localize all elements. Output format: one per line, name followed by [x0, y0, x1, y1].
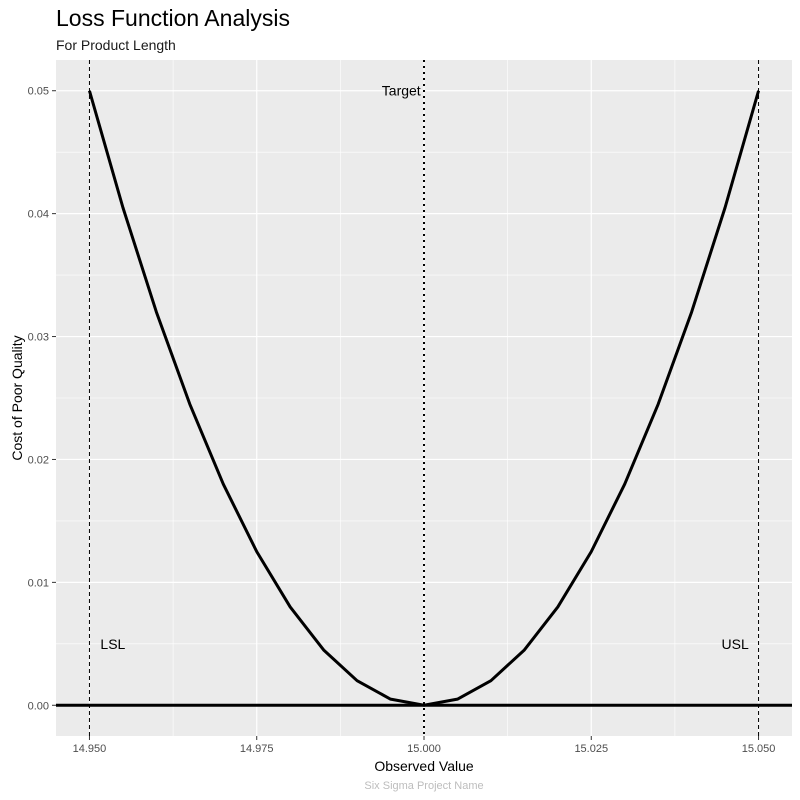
loss-curve	[88, 90, 760, 707]
y-tick-label: 0.03	[28, 332, 49, 344]
y-tick-label: 0.00	[28, 700, 49, 712]
x-tick-label: 15.000	[407, 743, 441, 755]
chart-subtitle: For Product Length	[56, 37, 176, 53]
caption: Six Sigma Project Name	[364, 780, 484, 792]
y-tick-label: 0.05	[28, 86, 49, 98]
annotation-usl: USL	[722, 636, 749, 652]
chart-title: Loss Function Analysis	[56, 5, 290, 31]
x-tick-label: 15.050	[742, 743, 776, 755]
y-tick-label: 0.01	[28, 577, 49, 589]
y-tick-label: 0.02	[28, 454, 49, 466]
annotation-lsl: LSL	[100, 636, 125, 652]
y-axis-title: Cost of Poor Quality	[9, 335, 25, 461]
x-tick-label: 14.975	[240, 743, 274, 755]
x-axis-title: Observed Value	[374, 758, 474, 774]
x-tick-label: 14.950	[73, 743, 107, 755]
y-tick-label: 0.04	[28, 209, 49, 221]
x-tick-label: 15.025	[574, 743, 608, 755]
annotation-target: Target	[382, 83, 421, 99]
